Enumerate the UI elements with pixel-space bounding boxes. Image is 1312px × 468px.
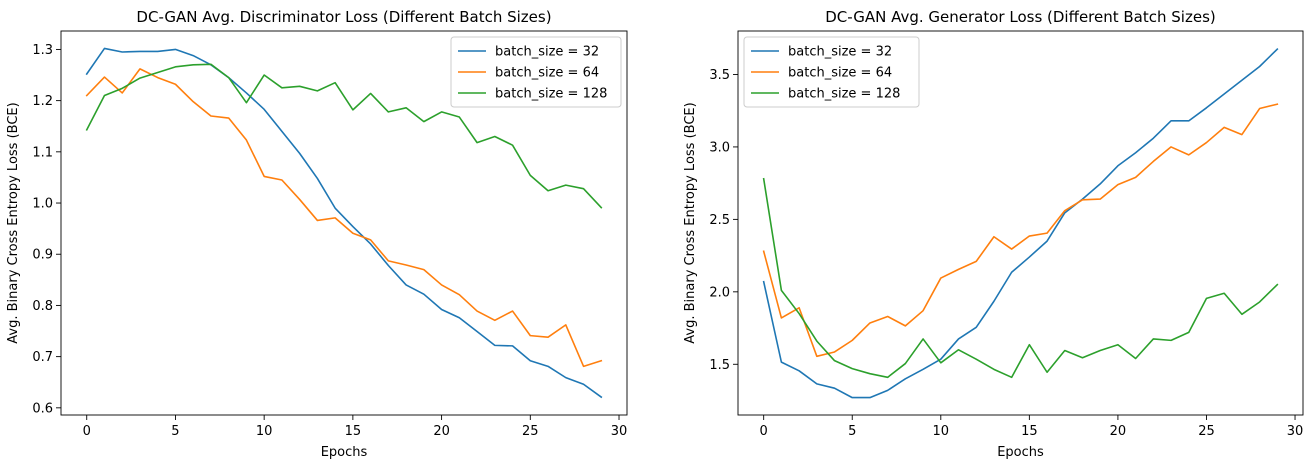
x-tick-label: 10 bbox=[256, 424, 273, 439]
x-tick-label: 25 bbox=[522, 424, 539, 439]
series-line-3 bbox=[85, 63, 603, 209]
legend-label: batch_size = 128 bbox=[788, 87, 900, 102]
y-tick-label: 3.5 bbox=[709, 68, 730, 83]
legend-label: batch_size = 128 bbox=[495, 87, 607, 102]
y-tick-label: 0.9 bbox=[32, 248, 53, 263]
x-tick-label: 15 bbox=[345, 424, 362, 439]
y-tick-label: 2.0 bbox=[709, 285, 730, 300]
series-line-1 bbox=[85, 47, 603, 399]
y-tick-label: 1.3 bbox=[32, 43, 53, 58]
x-tick-label: 0 bbox=[83, 424, 91, 439]
legend-label: batch_size = 64 bbox=[495, 66, 599, 81]
x-tick-label: 30 bbox=[611, 424, 628, 439]
x-tick-label: 10 bbox=[933, 424, 950, 439]
series-line-2 bbox=[762, 103, 1279, 358]
y-tick-label: 1.2 bbox=[32, 94, 53, 109]
x-tick-label: 30 bbox=[1287, 424, 1304, 439]
x-tick-label: 5 bbox=[848, 424, 856, 439]
y-tick-label: 0.8 bbox=[32, 299, 53, 314]
x-tick-label: 15 bbox=[1021, 424, 1038, 439]
series-line-1 bbox=[762, 47, 1279, 399]
y-axis-label: Avg. Binary Cross Entropy Loss (BCE) bbox=[683, 102, 698, 343]
y-tick-label: 3.0 bbox=[709, 140, 730, 155]
y-tick-label: 2.5 bbox=[709, 213, 730, 228]
y-tick-label: 1.0 bbox=[32, 197, 53, 212]
chart-title: DC-GAN Avg. Discriminator Loss (Differen… bbox=[136, 8, 551, 26]
y-tick-label: 0.7 bbox=[32, 350, 53, 365]
series-line-3 bbox=[762, 177, 1279, 379]
x-axis-label: Epochs bbox=[321, 445, 368, 460]
plot-frame bbox=[60, 30, 628, 416]
series-line-2 bbox=[85, 68, 603, 368]
chart-title: DC-GAN Avg. Generator Loss (Different Ba… bbox=[825, 8, 1215, 26]
legend-label: batch_size = 32 bbox=[788, 45, 892, 60]
y-tick-label: 1.1 bbox=[32, 145, 53, 160]
legend: batch_size = 32 batch_size = 64 batch_size… bbox=[743, 36, 920, 108]
x-tick-label: 20 bbox=[433, 424, 450, 439]
y-tick-label: 1.5 bbox=[709, 358, 730, 373]
x-tick-label: 0 bbox=[760, 424, 768, 439]
plot-frame bbox=[737, 30, 1304, 416]
legend: batch_size = 32 batch_size = 64 batch_size… bbox=[450, 36, 622, 108]
y-tick-label: 0.6 bbox=[32, 401, 53, 416]
y-axis-label: Avg. Binary Cross Entropy Loss (BCE) bbox=[6, 102, 21, 343]
x-axis-label: Epochs bbox=[997, 445, 1044, 460]
x-tick-label: 20 bbox=[1110, 424, 1127, 439]
generator-loss-chart: DC-GAN Avg. Generator Loss (Different Ba… bbox=[683, 8, 1304, 460]
legend-label: batch_size = 64 bbox=[788, 66, 892, 81]
x-tick-label: 5 bbox=[171, 424, 179, 439]
x-tick-label: 25 bbox=[1198, 424, 1215, 439]
legend-label: batch_size = 32 bbox=[495, 45, 599, 60]
discriminator-loss-chart: DC-GAN Avg. Discriminator Loss (Differen… bbox=[6, 8, 628, 460]
